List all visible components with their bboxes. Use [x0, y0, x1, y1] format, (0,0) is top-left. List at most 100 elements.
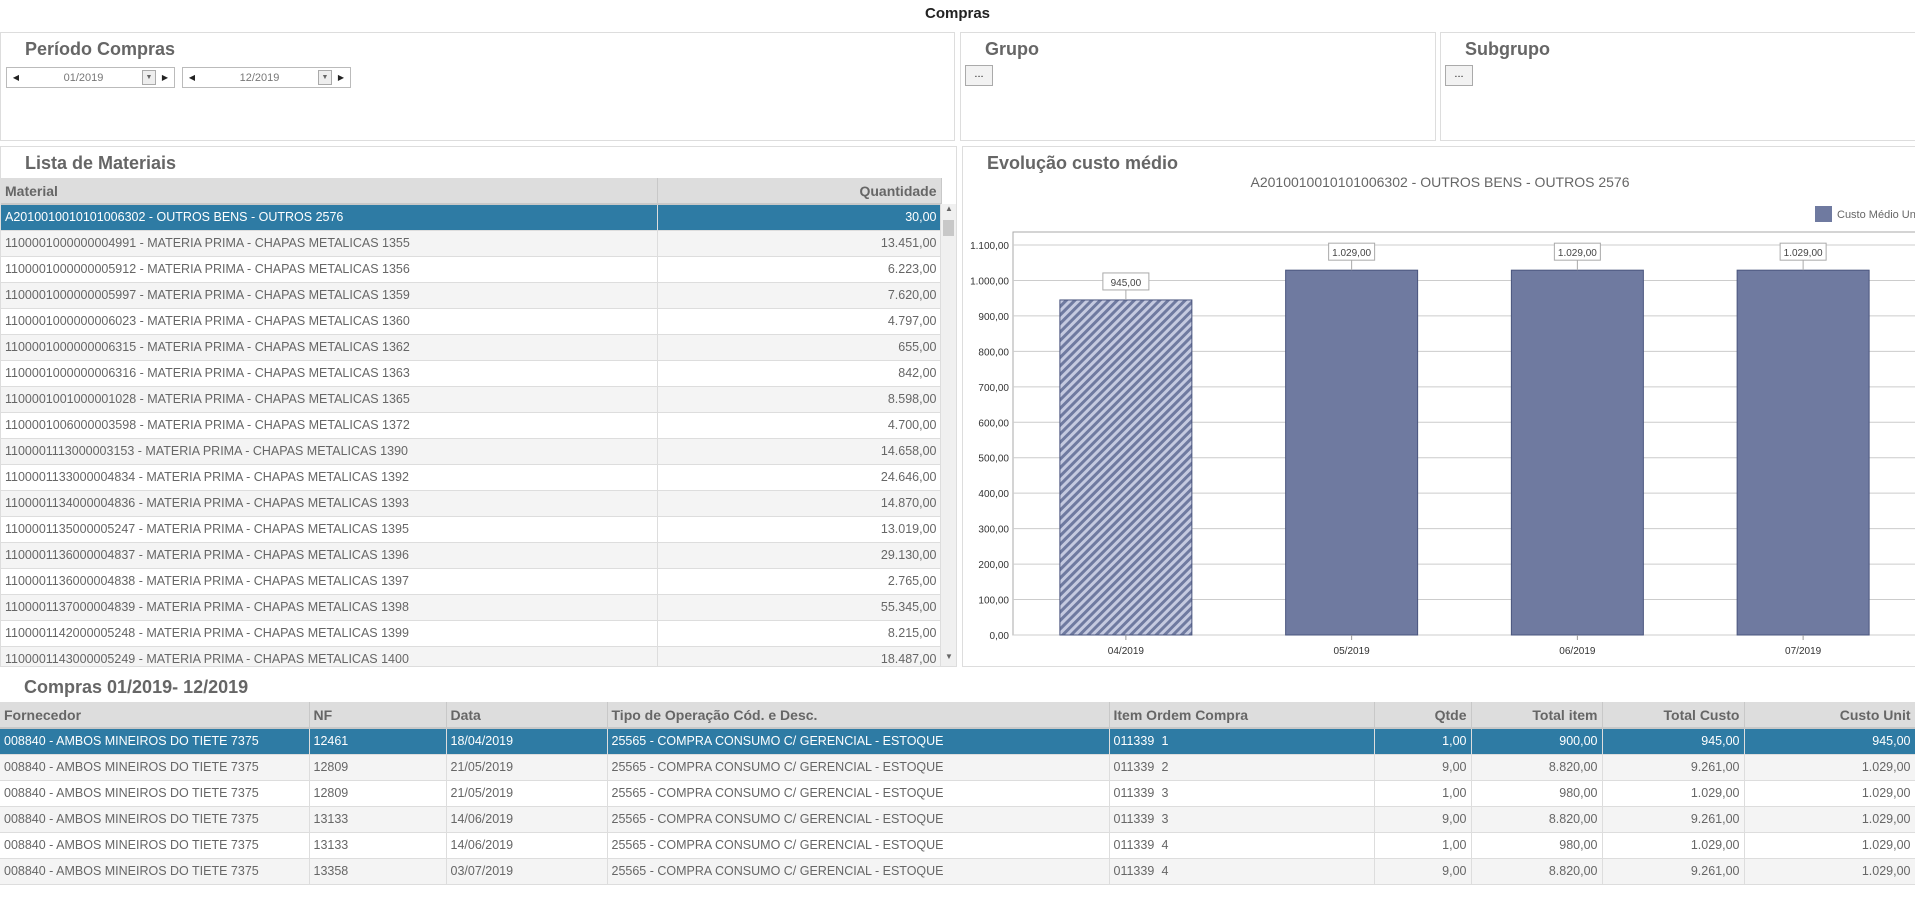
quantidade-cell[interactable]: 4.797,00 — [657, 308, 942, 335]
qtde-cell[interactable]: 9,00 — [1374, 858, 1472, 885]
fornecedor-cell[interactable]: 008840 - AMBOS MINEIROS DO TIETE 7375 — [0, 858, 310, 885]
table-row[interactable]: 008840 - AMBOS MINEIROS DO TIETE 7375 13… — [0, 832, 1915, 859]
table-row[interactable]: 1100001000000005912 - MATERIA PRIMA - CH… — [1, 256, 942, 283]
total-item-cell[interactable]: 8.820,00 — [1471, 858, 1603, 885]
material-cell[interactable]: 1100001113000003153 - MATERIA PRIMA - CH… — [1, 438, 658, 465]
tipo-operacao-cell[interactable]: 25565 - COMPRA CONSUMO C/ GERENCIAL - ES… — [607, 858, 1110, 885]
quantidade-cell[interactable]: 14.870,00 — [657, 490, 942, 517]
quantidade-cell[interactable]: 6.223,00 — [657, 256, 942, 283]
table-row[interactable]: 1100001133000004834 - MATERIA PRIMA - CH… — [1, 464, 942, 491]
custo-unit-cell[interactable]: 1.029,00 — [1744, 780, 1915, 807]
total-item-cell[interactable]: 8.820,00 — [1471, 754, 1603, 781]
period-to-value[interactable]: 12/2019 — [239, 71, 280, 84]
dropdown-icon[interactable]: ▼ — [142, 70, 156, 85]
column-header[interactable]: Data — [446, 702, 608, 729]
quantidade-cell[interactable]: 29.130,00 — [657, 542, 942, 569]
quantidade-cell[interactable]: 55.345,00 — [657, 594, 942, 621]
material-cell[interactable]: 1100001134000004836 - MATERIA PRIMA - CH… — [1, 490, 658, 517]
scroll-up-icon[interactable]: ▲ — [945, 204, 953, 213]
column-header[interactable]: Fornecedor — [0, 702, 310, 729]
quantidade-cell[interactable]: 14.658,00 — [657, 438, 942, 465]
period-from-picker[interactable]: ◀ 01/2019 ▼ ▶ — [6, 67, 175, 88]
total-item-cell[interactable]: 900,00 — [1471, 728, 1603, 755]
material-cell[interactable]: 1100001006000003598 - MATERIA PRIMA - CH… — [1, 412, 658, 439]
material-cell[interactable]: 1100001000000006315 - MATERIA PRIMA - CH… — [1, 334, 658, 361]
quantidade-cell[interactable]: 4.700,00 — [657, 412, 942, 439]
qtde-cell[interactable]: 1,00 — [1374, 728, 1472, 755]
nf-cell[interactable]: 12809 — [309, 780, 447, 807]
fornecedor-cell[interactable]: 008840 - AMBOS MINEIROS DO TIETE 7375 — [0, 728, 310, 755]
column-header-quantidade[interactable]: Quantidade — [657, 178, 942, 205]
total-custo-cell[interactable]: 1.029,00 — [1602, 780, 1745, 807]
quantidade-cell[interactable]: 7.620,00 — [657, 282, 942, 309]
quantidade-cell[interactable]: 18.487,00 — [657, 646, 942, 666]
table-row[interactable]: 1100001113000003153 - MATERIA PRIMA - CH… — [1, 438, 942, 465]
item-ordem-compra-cell[interactable]: 011339 2 — [1109, 754, 1375, 781]
column-header[interactable]: Total Custo — [1602, 702, 1745, 729]
material-cell[interactable]: 1100001135000005247 - MATERIA PRIMA - CH… — [1, 516, 658, 543]
scroll-thumb[interactable] — [943, 220, 954, 236]
quantidade-cell[interactable]: 842,00 — [657, 360, 942, 387]
item-ordem-compra-cell[interactable]: 011339 4 — [1109, 832, 1375, 859]
nf-cell[interactable]: 13358 — [309, 858, 447, 885]
grupo-select-button[interactable]: ... — [965, 65, 993, 86]
material-cell[interactable]: 1100001136000004837 - MATERIA PRIMA - CH… — [1, 542, 658, 569]
data-cell[interactable]: 21/05/2019 — [446, 754, 608, 781]
material-cell[interactable]: 1100001142000005248 - MATERIA PRIMA - CH… — [1, 620, 658, 647]
table-row[interactable]: A2010010010101006302 - OUTROS BENS - OUT… — [1, 204, 942, 231]
material-cell[interactable]: 1100001000000006023 - MATERIA PRIMA - CH… — [1, 308, 658, 335]
fornecedor-cell[interactable]: 008840 - AMBOS MINEIROS DO TIETE 7375 — [0, 832, 310, 859]
column-header[interactable]: Custo Unit — [1744, 702, 1915, 729]
material-cell[interactable]: 1100001143000005249 - MATERIA PRIMA - CH… — [1, 646, 658, 666]
total-custo-cell[interactable]: 1.029,00 — [1602, 832, 1745, 859]
tipo-operacao-cell[interactable]: 25565 - COMPRA CONSUMO C/ GERENCIAL - ES… — [607, 806, 1110, 833]
column-header[interactable]: Tipo de Operação Cód. e Desc. — [607, 702, 1110, 729]
custo-unit-cell[interactable]: 1.029,00 — [1744, 832, 1915, 859]
item-ordem-compra-cell[interactable]: 011339 3 — [1109, 806, 1375, 833]
table-row[interactable]: 1100001000000004991 - MATERIA PRIMA - CH… — [1, 230, 942, 257]
material-cell[interactable]: 1100001001000001028 - MATERIA PRIMA - CH… — [1, 386, 658, 413]
qtde-cell[interactable]: 1,00 — [1374, 780, 1472, 807]
material-cell[interactable]: 1100001133000004834 - MATERIA PRIMA - CH… — [1, 464, 658, 491]
period-to-picker[interactable]: ◀ 12/2019 ▼ ▶ — [182, 67, 351, 88]
custo-unit-cell[interactable]: 1.029,00 — [1744, 754, 1915, 781]
table-row[interactable]: 1100001143000005249 - MATERIA PRIMA - CH… — [1, 646, 942, 666]
custo-unit-cell[interactable]: 1.029,00 — [1744, 806, 1915, 833]
scrollbar[interactable]: ▲ ▼ — [940, 204, 956, 666]
fornecedor-cell[interactable]: 008840 - AMBOS MINEIROS DO TIETE 7375 — [0, 806, 310, 833]
quantidade-cell[interactable]: 13.019,00 — [657, 516, 942, 543]
scroll-down-icon[interactable]: ▼ — [945, 652, 953, 661]
total-item-cell[interactable]: 980,00 — [1471, 832, 1603, 859]
quantidade-cell[interactable]: 8.598,00 — [657, 386, 942, 413]
material-cell[interactable]: 1100001000000005912 - MATERIA PRIMA - CH… — [1, 256, 658, 283]
dropdown-icon[interactable]: ▼ — [318, 70, 332, 85]
quantidade-cell[interactable]: 655,00 — [657, 334, 942, 361]
subgrupo-select-button[interactable]: ... — [1445, 65, 1473, 86]
material-cell[interactable]: A2010010010101006302 - OUTROS BENS - OUT… — [1, 204, 658, 231]
table-row[interactable]: 008840 - AMBOS MINEIROS DO TIETE 7375 13… — [0, 806, 1915, 833]
table-row[interactable]: 008840 - AMBOS MINEIROS DO TIETE 7375 12… — [0, 728, 1915, 755]
table-row[interactable]: 1100001134000004836 - MATERIA PRIMA - CH… — [1, 490, 942, 517]
nf-cell[interactable]: 13133 — [309, 806, 447, 833]
total-custo-cell[interactable]: 9.261,00 — [1602, 858, 1745, 885]
prev-arrow-icon[interactable]: ◀ — [188, 73, 196, 82]
total-custo-cell[interactable]: 9.261,00 — [1602, 754, 1745, 781]
column-header[interactable]: Qtde — [1374, 702, 1472, 729]
table-row[interactable]: 008840 - AMBOS MINEIROS DO TIETE 7375 13… — [0, 858, 1915, 885]
custo-unit-cell[interactable]: 1.029,00 — [1744, 858, 1915, 885]
quantidade-cell[interactable]: 2.765,00 — [657, 568, 942, 595]
nf-cell[interactable]: 12461 — [309, 728, 447, 755]
total-item-cell[interactable]: 8.820,00 — [1471, 806, 1603, 833]
quantidade-cell[interactable]: 24.646,00 — [657, 464, 942, 491]
quantidade-cell[interactable]: 13.451,00 — [657, 230, 942, 257]
table-row[interactable]: 1100001000000006316 - MATERIA PRIMA - CH… — [1, 360, 942, 387]
item-ordem-compra-cell[interactable]: 011339 4 — [1109, 858, 1375, 885]
material-cell[interactable]: 1100001000000004991 - MATERIA PRIMA - CH… — [1, 230, 658, 257]
custo-unit-cell[interactable]: 945,00 — [1744, 728, 1915, 755]
tipo-operacao-cell[interactable]: 25565 - COMPRA CONSUMO C/ GERENCIAL - ES… — [607, 728, 1110, 755]
total-custo-cell[interactable]: 9.261,00 — [1602, 806, 1745, 833]
fornecedor-cell[interactable]: 008840 - AMBOS MINEIROS DO TIETE 7375 — [0, 754, 310, 781]
tipo-operacao-cell[interactable]: 25565 - COMPRA CONSUMO C/ GERENCIAL - ES… — [607, 780, 1110, 807]
tipo-operacao-cell[interactable]: 25565 - COMPRA CONSUMO C/ GERENCIAL - ES… — [607, 754, 1110, 781]
nf-cell[interactable]: 13133 — [309, 832, 447, 859]
